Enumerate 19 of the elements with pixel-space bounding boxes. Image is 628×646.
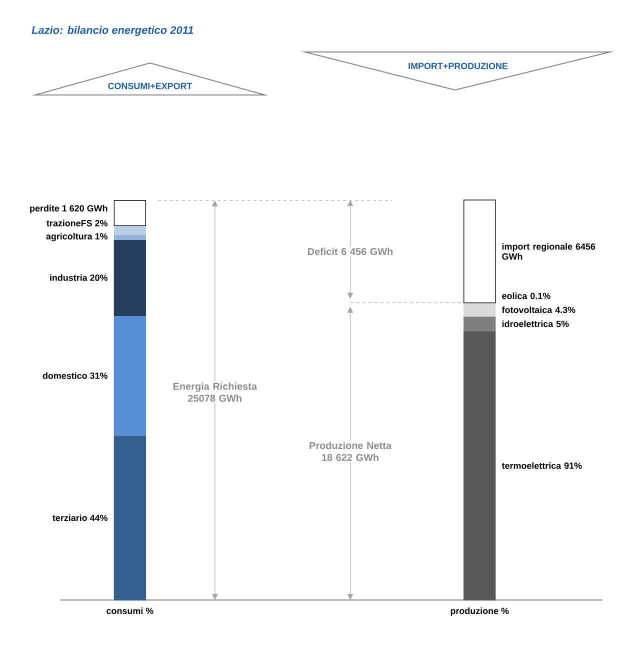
series-label: terziario 44% xyxy=(52,514,108,522)
series-label: agricoltura 1% xyxy=(46,232,108,242)
series-label: trazioneFS 2% xyxy=(46,220,108,226)
annotation: Deficit 6 456 GWh xyxy=(308,248,393,256)
text: CONSUMI+EXPORT xyxy=(108,82,192,90)
annotation: Energia Richiesta 25078 GWh xyxy=(174,382,258,402)
series-label: import regionale 6456 GWh xyxy=(502,243,596,260)
series-label: industria 20% xyxy=(50,274,108,281)
chart-title: Lazio: bilancio energetico 2011 xyxy=(32,26,194,36)
x-tick-label: consumi % xyxy=(106,607,154,614)
series-label: domestico 31% xyxy=(42,372,108,379)
series-label: termoelettrica 91% xyxy=(502,462,582,469)
series-label: fotovoltaica 4.3% xyxy=(502,306,576,314)
series-label: eolica 0.1% xyxy=(502,292,550,300)
x-tick-label: produzione % xyxy=(450,607,509,616)
text: IMPORT+PRODUZIONE xyxy=(408,62,508,70)
series-label: idroelettrica 5% xyxy=(502,320,569,328)
series-label: perdite 1 620 GWh xyxy=(30,204,108,214)
annotation: Produzione Netta 18 622 GWh xyxy=(310,442,392,462)
